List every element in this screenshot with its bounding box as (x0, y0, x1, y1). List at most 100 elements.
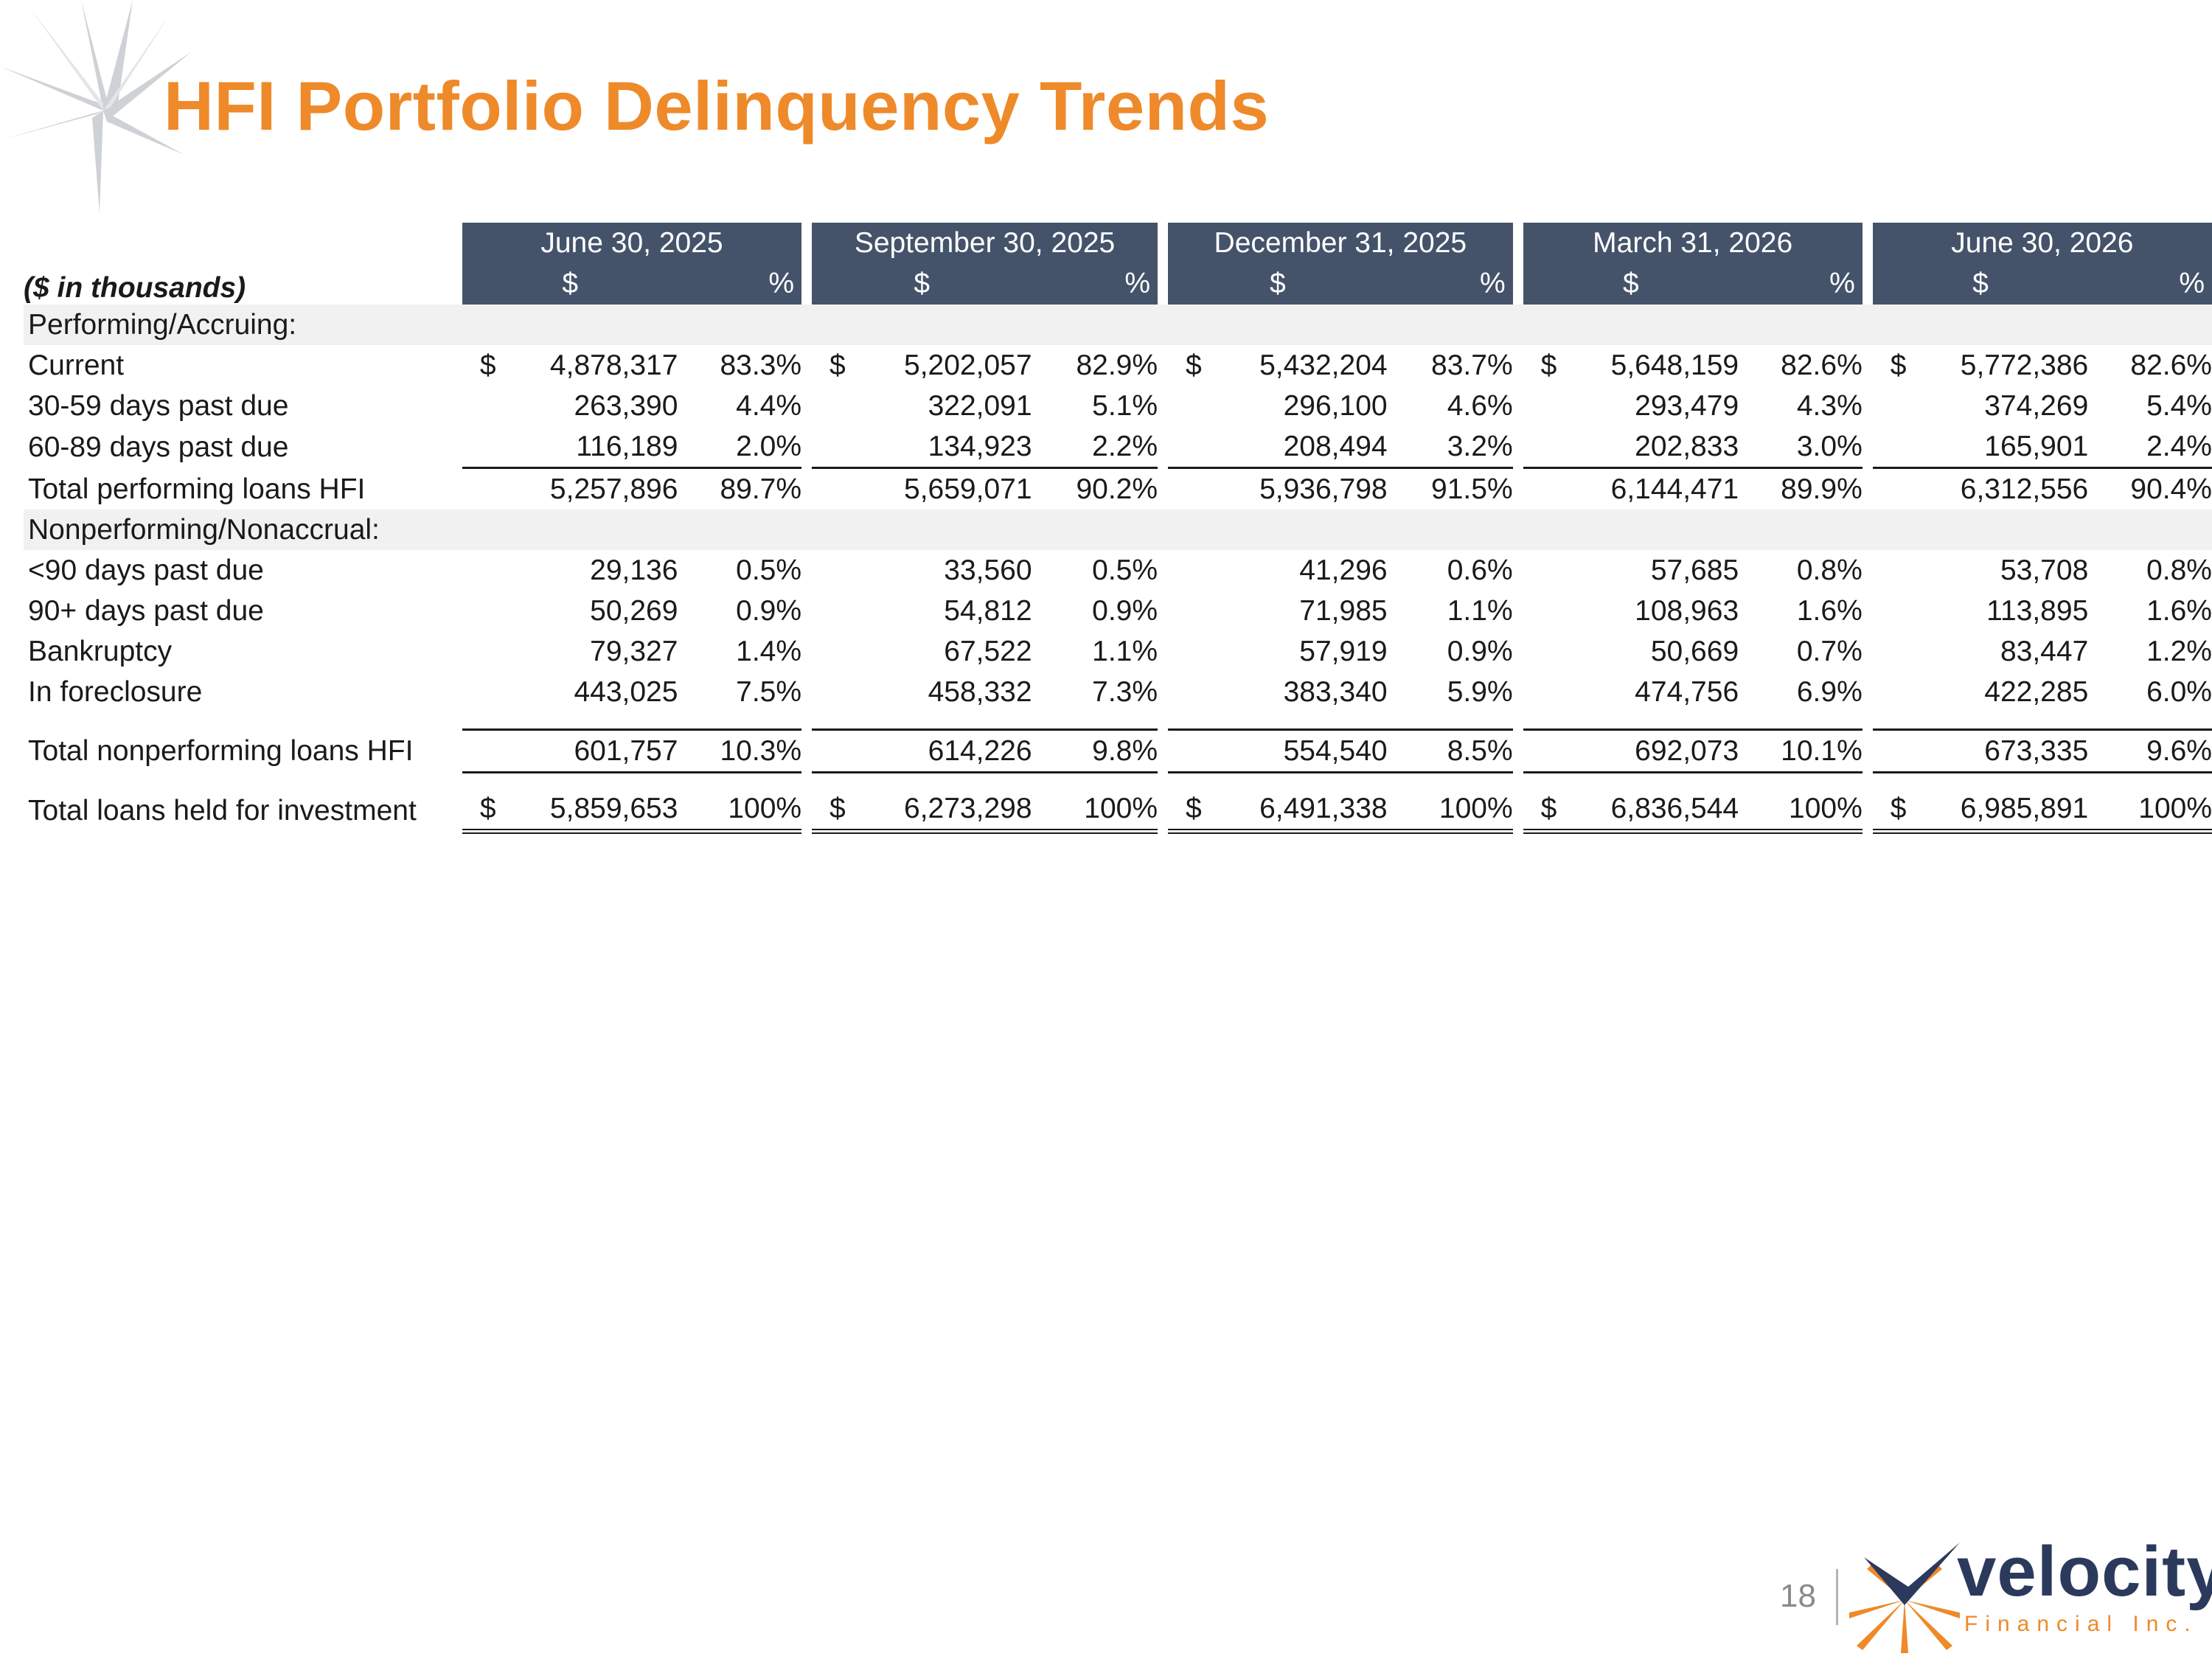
amount-cell: 41,296 (1168, 550, 1387, 591)
amount-cell: 5,936,798 (1168, 469, 1388, 509)
percent-col-header: % (1739, 263, 1863, 305)
percent-cell: 90.4% (2130, 473, 2212, 505)
row-label: <90 days past due (28, 554, 264, 586)
amount-cell: 673,335 (1872, 728, 2089, 773)
percent-cell: 4.6% (1447, 389, 1513, 422)
amount-cell: 374,269 (1873, 386, 2088, 426)
amount-value: 263,390 (574, 389, 678, 422)
amount-cell: 5,659,071 (812, 469, 1032, 509)
amount-cell: 53,708 (1873, 550, 2088, 591)
amount-cell: 165,901 (1872, 426, 2089, 469)
row-label: Bankruptcy (28, 635, 173, 667)
amount-col-header: $ (462, 263, 678, 305)
row-label: 90+ days past due (28, 594, 264, 627)
star-burst-icon (0, 0, 192, 214)
amount-cell: 322,091 (812, 386, 1032, 426)
amount-cell: 108,963 (1523, 591, 1739, 631)
footer-divider (1836, 1569, 1838, 1625)
percent-cell: 82.6% (2130, 349, 2212, 381)
percent-cell: 10.3% (678, 728, 802, 773)
amount-cell: 692,073 (1523, 728, 1739, 773)
percent-cell: 0.9% (736, 594, 802, 627)
amount-value: 614,226 (928, 734, 1032, 767)
amount-value: 6,985,891 (1960, 792, 2089, 824)
amount-value: 202,833 (1635, 430, 1739, 462)
amount-cell: 5,257,896 (462, 469, 678, 509)
amount-cell: 113,895 (1873, 591, 2089, 631)
amount-value: 5,659,071 (904, 473, 1032, 505)
percent-cell: 83.7% (1431, 349, 1513, 381)
table-row: 30-59 days past due 263,390 4.4% 322,091 5.1… (24, 386, 2212, 426)
section-label: Performing/Accruing: (24, 305, 2212, 345)
percent-cell: 6.0% (2146, 675, 2212, 708)
amount-value: 33,560 (944, 554, 1032, 586)
percent-cell: 0.8% (1796, 554, 1863, 586)
amount-value: 50,269 (590, 594, 678, 627)
amount-cell: 29,136 (462, 550, 678, 591)
table-row: Bankruptcy 79,327 1.4% 67,522 1.1% 57,919 0.9%… (24, 631, 2212, 672)
row-label: 60-89 days past due (28, 431, 289, 463)
units-label: ($ in thousands) (24, 272, 246, 304)
percent-cell: 6.9% (1796, 675, 1863, 708)
percent-cell: 83.3% (720, 349, 802, 381)
percent-cell: 0.6% (1447, 554, 1513, 586)
amount-cell: 83,447 (1873, 631, 2089, 672)
period-header: December 31, 2025 (1168, 223, 1513, 263)
amount-value: 83,447 (2000, 635, 2089, 667)
amount-value: 208,494 (1283, 430, 1388, 462)
amount-col-header: $ (1523, 263, 1739, 305)
amount-value: 71,985 (1299, 594, 1388, 627)
row-label: Current (28, 349, 125, 381)
percent-col-header: % (2088, 263, 2212, 305)
row-label: Total loans held for investment (28, 795, 417, 827)
amount-value: 57,919 (1299, 635, 1388, 667)
percent-cell: 100% (1739, 788, 1863, 834)
percent-cell: 100% (2088, 788, 2212, 834)
percent-cell: 82.6% (1781, 349, 1863, 381)
amount-col-header: $ (812, 263, 1032, 305)
table-row: Total performing loans HFI 5,257,896 89.7%… (24, 469, 2212, 509)
amount-value: 601,757 (574, 734, 678, 767)
amount-value: 383,340 (1283, 675, 1388, 708)
amount-value: 5,859,653 (549, 792, 678, 824)
header-blank (24, 223, 462, 263)
percent-col-header: % (1032, 263, 1158, 305)
amount-cell: 202,833 (1523, 426, 1739, 469)
currency-symbol: $ (1890, 349, 1907, 381)
amount-value: 5,202,057 (904, 349, 1032, 381)
table-body: Performing/Accruing: Current $4,878,317 83.… (24, 305, 2212, 834)
amount-cell: 57,919 (1168, 631, 1388, 672)
amount-cell: 116,189 (462, 426, 678, 469)
logo-subtitle: Financial Inc. (1964, 1612, 2198, 1636)
amount-cell: 383,340 (1168, 672, 1388, 712)
percent-cell: 1.1% (1447, 594, 1513, 627)
percent-col-header: % (1387, 263, 1513, 305)
amount-cell: 134,923 (812, 426, 1032, 469)
amount-value: 443,025 (574, 675, 678, 708)
amount-value: 113,895 (1986, 594, 2089, 627)
amount-value: 296,100 (1283, 389, 1388, 422)
amount-value: 57,685 (1650, 554, 1739, 586)
amount-value: 322,091 (928, 389, 1032, 422)
amount-cell: 422,285 (1873, 672, 2088, 712)
amount-value: 79,327 (590, 635, 678, 667)
percent-cell: 4.4% (736, 389, 802, 422)
amount-cell: $5,432,204 (1168, 345, 1388, 386)
percent-cell: 9.6% (2088, 728, 2212, 773)
period-header: June 30, 2026 (1872, 223, 2212, 263)
percent-cell: 0.5% (1092, 554, 1158, 586)
amount-cell: $5,859,653 (462, 788, 678, 834)
period-header: March 31, 2026 (1523, 223, 1863, 263)
spacer-row (24, 773, 2212, 788)
amount-cell: 54,812 (812, 591, 1032, 631)
amount-cell: $4,878,317 (462, 345, 678, 386)
currency-symbol: $ (1540, 792, 1557, 824)
percent-cell: 1.6% (1796, 594, 1863, 627)
amount-cell: 554,540 (1168, 728, 1388, 773)
amount-cell: 57,685 (1523, 550, 1739, 591)
percent-cell: 90.2% (1076, 473, 1158, 505)
table-row: <90 days past due 29,136 0.5% 33,560 0.5% 41,… (24, 550, 2212, 591)
percent-cell: 3.0% (1739, 426, 1863, 469)
amount-value: 54,812 (944, 594, 1032, 627)
percent-cell: 0.5% (736, 554, 802, 586)
